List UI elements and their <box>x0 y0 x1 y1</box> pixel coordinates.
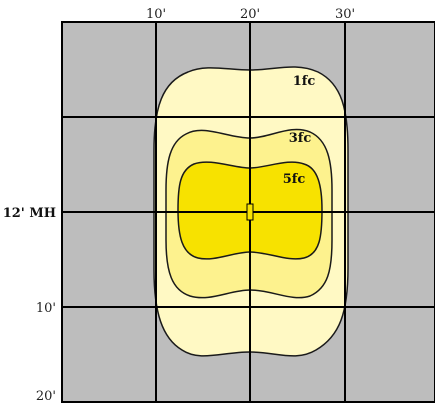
luminaire-icon <box>246 203 254 221</box>
x-tick-20: 20' <box>240 7 260 22</box>
y-tick-10: 10' <box>36 301 56 316</box>
contour-label-5fc: 5fc <box>283 172 306 187</box>
contour-label-3fc: 3fc <box>289 131 312 146</box>
x-tick-30: 30' <box>335 7 355 22</box>
y-tick-20: 20' <box>36 389 56 404</box>
contour-label-1fc: 1fc <box>293 74 316 89</box>
y-label-mounting-height: 12' MH <box>3 206 56 221</box>
x-tick-10: 10' <box>146 7 166 22</box>
